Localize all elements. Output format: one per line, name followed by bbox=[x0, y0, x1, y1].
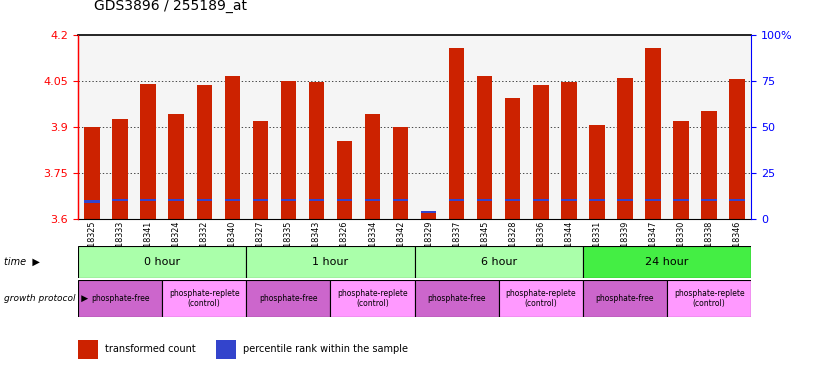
Bar bbox=[449, 199, 465, 201]
Bar bbox=[337, 199, 352, 201]
Bar bbox=[421, 211, 436, 219]
Text: growth protocol  ▶: growth protocol ▶ bbox=[4, 294, 88, 303]
Text: phosphate-replete
(control): phosphate-replete (control) bbox=[674, 289, 745, 308]
Bar bbox=[281, 81, 296, 219]
Bar bbox=[562, 82, 576, 219]
Bar bbox=[589, 125, 604, 219]
Bar bbox=[589, 199, 604, 201]
Bar bbox=[253, 199, 268, 201]
Bar bbox=[673, 121, 689, 219]
Bar bbox=[168, 114, 184, 219]
Bar bbox=[477, 199, 493, 201]
Bar bbox=[730, 199, 745, 201]
Bar bbox=[533, 199, 548, 201]
Bar bbox=[583, 246, 751, 278]
Text: percentile rank within the sample: percentile rank within the sample bbox=[243, 344, 408, 354]
Text: GDS3896 / 255189_at: GDS3896 / 255189_at bbox=[94, 0, 247, 13]
Bar bbox=[246, 246, 415, 278]
Bar bbox=[505, 98, 521, 219]
Bar bbox=[533, 85, 548, 219]
Bar bbox=[673, 199, 689, 201]
Bar bbox=[701, 199, 717, 201]
Text: 24 hour: 24 hour bbox=[645, 257, 689, 267]
Bar bbox=[168, 199, 184, 201]
Bar bbox=[505, 199, 521, 201]
Bar bbox=[140, 199, 156, 201]
Bar bbox=[281, 199, 296, 201]
Text: 0 hour: 0 hour bbox=[144, 257, 181, 267]
Text: 6 hour: 6 hour bbox=[480, 257, 517, 267]
Bar bbox=[421, 211, 436, 214]
Bar bbox=[85, 200, 99, 203]
Bar bbox=[393, 127, 408, 219]
Bar bbox=[246, 280, 330, 317]
Text: phosphate-replete
(control): phosphate-replete (control) bbox=[169, 289, 240, 308]
Text: phosphate-replete
(control): phosphate-replete (control) bbox=[337, 289, 408, 308]
Bar bbox=[112, 199, 128, 201]
Text: phosphate-free: phosphate-free bbox=[428, 294, 486, 303]
Bar bbox=[477, 76, 493, 219]
Bar bbox=[583, 280, 667, 317]
Text: phosphate-free: phosphate-free bbox=[259, 294, 318, 303]
Bar bbox=[415, 280, 499, 317]
Bar bbox=[309, 82, 324, 219]
Bar bbox=[140, 84, 156, 219]
Bar bbox=[309, 199, 324, 201]
Bar bbox=[701, 111, 717, 219]
Bar bbox=[216, 340, 236, 359]
Bar bbox=[645, 199, 661, 201]
Bar bbox=[365, 199, 380, 201]
Bar bbox=[415, 246, 583, 278]
Bar bbox=[562, 199, 576, 201]
Bar bbox=[85, 127, 99, 219]
Bar bbox=[667, 280, 751, 317]
Bar bbox=[78, 246, 246, 278]
Bar bbox=[253, 121, 268, 219]
Text: 1 hour: 1 hour bbox=[312, 257, 349, 267]
Bar bbox=[645, 48, 661, 219]
Bar bbox=[225, 76, 240, 219]
Text: phosphate-free: phosphate-free bbox=[91, 294, 149, 303]
Text: time  ▶: time ▶ bbox=[4, 257, 40, 267]
Bar bbox=[337, 141, 352, 219]
Bar bbox=[78, 340, 98, 359]
Bar bbox=[617, 78, 633, 219]
Bar bbox=[617, 199, 633, 201]
Bar bbox=[163, 280, 246, 317]
Text: phosphate-replete
(control): phosphate-replete (control) bbox=[506, 289, 576, 308]
Bar bbox=[78, 280, 163, 317]
Bar bbox=[225, 199, 240, 201]
Bar bbox=[112, 119, 128, 219]
Text: transformed count: transformed count bbox=[105, 344, 196, 354]
Bar bbox=[196, 199, 212, 201]
Text: phosphate-free: phosphate-free bbox=[596, 294, 654, 303]
Bar bbox=[196, 85, 212, 219]
Bar bbox=[449, 48, 465, 219]
Bar bbox=[393, 199, 408, 201]
Bar bbox=[365, 114, 380, 219]
Bar bbox=[499, 280, 583, 317]
Bar bbox=[730, 79, 745, 219]
Bar bbox=[330, 280, 415, 317]
